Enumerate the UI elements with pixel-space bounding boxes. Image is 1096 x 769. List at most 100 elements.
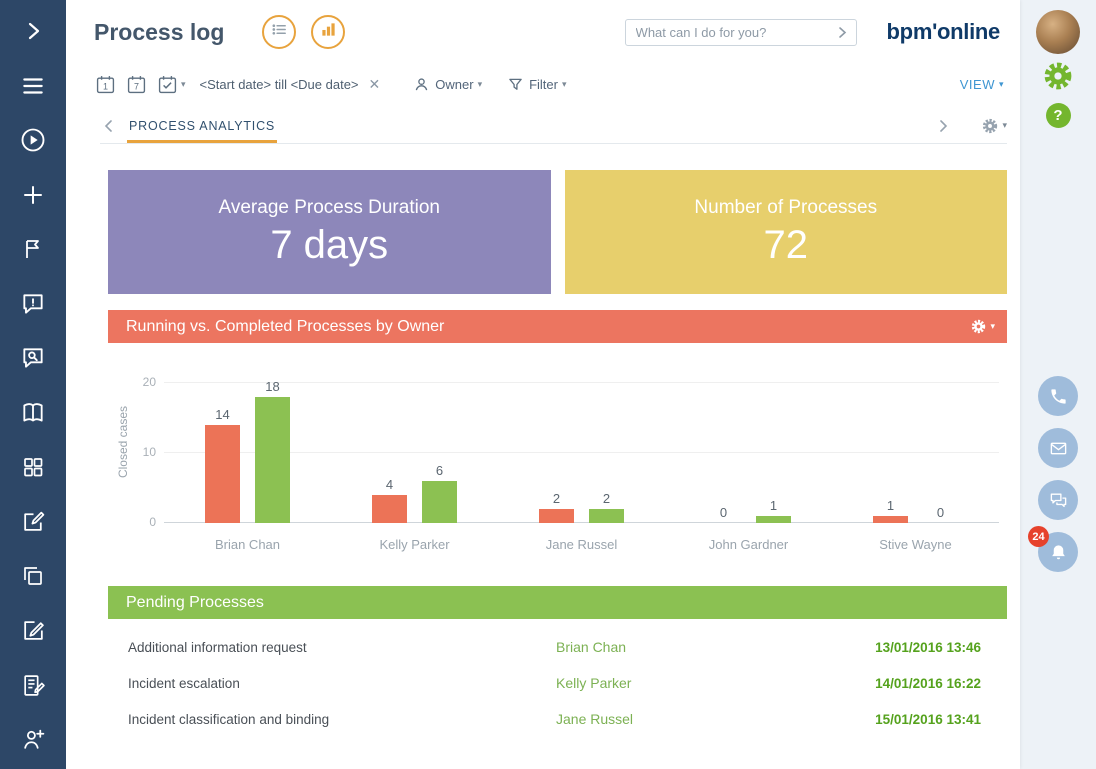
tab-scroll-right-button[interactable] [935,119,952,133]
metric-value: 72 [763,222,809,267]
view-toggle-buttons [262,15,346,49]
y-tick-label: 0 [149,515,156,529]
pending-row[interactable]: Incident escalation Kelly Parker 14/01/201… [128,665,981,701]
sidebar-item-copy[interactable] [0,549,66,604]
help-button[interactable]: ? [1045,103,1071,128]
main-sheet: Process log bpm'online 1 7 [66,0,1020,769]
bar-groups: 14 18 4 6 2 2 0 1 1 0 [164,361,999,523]
pending-panel-header: Pending Processes [108,586,1007,619]
play-circle-icon [19,126,47,154]
bar-wrap: 0 [706,505,741,523]
sidebar [0,0,66,769]
chart-plot: 14 18 4 6 2 2 0 1 1 0 [164,361,999,523]
chevron-down-icon: ▾ [1002,120,1007,130]
gear-icon [1044,62,1072,90]
flag-icon [21,237,45,261]
chevron-down-icon: ▾ [998,78,1004,89]
command-line-input[interactable] [625,24,830,40]
tab-process-analytics[interactable]: PROCESS ANALYTICS [127,110,278,143]
bar-value-label: 0 [719,505,728,520]
sidebar-item-compose[interactable] [0,604,66,659]
dashboard-settings-button[interactable]: ▾ [982,118,1007,134]
process-name: Incident classification and binding [128,711,330,727]
sidebar-item-document-edit[interactable] [0,658,66,713]
plus-icon [21,183,45,207]
view-menu[interactable]: VIEW ▾ [960,77,1004,92]
owner-filter[interactable]: Owner ▾ [414,77,482,92]
clear-date-filter-button[interactable]: ✕ [368,75,381,92]
chart-panel-header: Running vs. Completed Processes by Owner… [108,310,1007,343]
calendar-select-button[interactable]: ▾ [158,75,186,94]
chevron-right-icon [21,19,45,43]
chart-yticks: 0 10 20 [134,361,164,529]
gear-icon [983,118,998,133]
command-run-button[interactable] [830,20,856,45]
email-button[interactable] [1038,428,1078,468]
process-datetime: 15/01/2016 13:41 [875,711,981,727]
bar-running [205,425,240,523]
copy-icon [21,564,45,588]
bar-running [372,495,407,523]
metric-title: Average Process Duration [218,196,440,218]
sidebar-item-search[interactable] [0,331,66,386]
chat-search-icon [20,345,46,371]
svg-text:1: 1 [103,81,108,91]
bar-value-label: 1 [886,498,895,513]
sidebar-item-edit[interactable] [0,495,66,550]
list-view-button[interactable] [262,15,297,49]
x-category-label: Jane Russel [545,537,618,552]
notifications-button[interactable]: 24 [1028,526,1078,572]
chat-bubbles-icon [1050,492,1066,507]
system-settings-button[interactable] [1043,61,1073,96]
filter-menu[interactable]: Filter ▾ [508,77,567,92]
sidebar-item-feed[interactable] [0,277,66,332]
process-owner-link[interactable]: Jane Russel [556,711,634,727]
date-range-filter[interactable]: <Start date> till <Due date> [199,76,359,92]
bar-completed [255,397,290,523]
process-datetime: 14/01/2016 16:22 [875,675,981,691]
chart-settings-button[interactable]: ▾ [971,319,995,334]
sidebar-item-knowledge-base[interactable] [0,386,66,441]
analytics-view-button[interactable] [311,15,346,49]
x-category-label: Brian Chan [214,537,281,552]
call-button[interactable] [1038,376,1078,416]
right-rail: ? 24 [1020,0,1096,769]
view-menu-label: VIEW [959,76,995,92]
calendar-day-button[interactable]: 1 [96,75,115,94]
y-tick-label: 20 [142,375,156,389]
sidebar-menu-button[interactable] [0,59,66,114]
process-name: Incident escalation [128,675,240,691]
x-category-label: Kelly Parker [379,537,450,552]
sidebar-item-add-user[interactable] [0,713,66,768]
messenger-button[interactable] [1038,480,1078,520]
process-owner-link[interactable]: Brian Chan [556,639,627,655]
pending-row[interactable]: Incident classification and binding Jane … [128,701,981,737]
bar-value-label: 2 [602,491,611,506]
metric-value: 7 days [270,222,389,267]
process-owner-link[interactable]: Kelly Parker [556,675,632,691]
calendar-week-button[interactable]: 7 [127,75,146,94]
x-category-label: John Gardner [708,537,789,552]
sidebar-expand-button[interactable] [0,4,66,59]
bar-value-label: 6 [435,463,444,478]
user-avatar[interactable] [1036,10,1080,54]
mail-icon [1050,442,1066,454]
metric-card: Average Process Duration 7 days [108,170,551,294]
command-line [624,18,857,46]
sidebar-item-tasks[interactable] [0,222,66,277]
bar-running [873,516,908,523]
pending-rows: Additional information request Brian Chan… [108,619,1007,745]
sidebar-item-run-process[interactable] [0,113,66,168]
user-plus-icon [21,727,46,752]
sidebar-item-dashboards[interactable] [0,440,66,495]
sidebar-item-add[interactable] [0,168,66,223]
bar-wrap: 2 [539,491,574,523]
top-bar: Process log bpm'online [66,0,1020,64]
pending-panel-title: Pending Processes [126,593,264,611]
bar-wrap: 1 [756,498,791,523]
tab-scroll-left-button[interactable] [100,119,117,133]
pending-row[interactable]: Additional information request Brian Chan… [128,629,981,665]
tab-bar: PROCESS ANALYTICS ▾ [100,108,1007,144]
